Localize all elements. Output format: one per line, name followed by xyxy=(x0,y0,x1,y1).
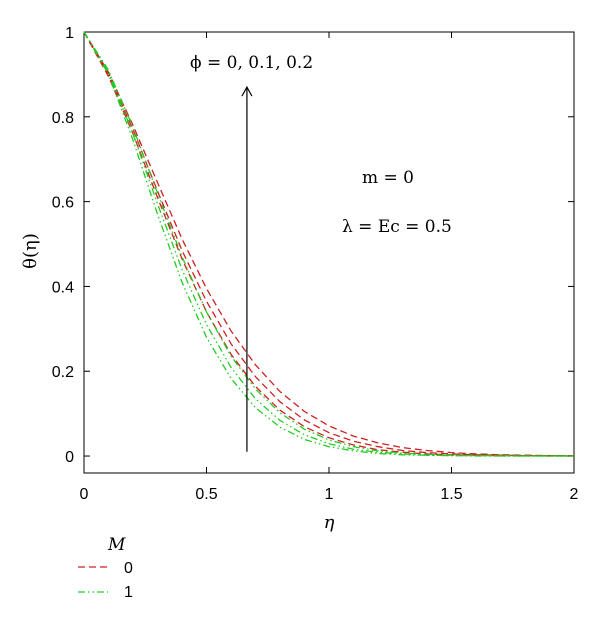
x-tick-label: 2 xyxy=(570,486,579,503)
phi-arrow xyxy=(241,85,253,452)
series-line-2 xyxy=(83,31,574,457)
x-tick-label: 1 xyxy=(325,486,334,503)
plot-frame xyxy=(83,31,575,474)
y-tick-label: 0.8 xyxy=(52,110,74,127)
y-axis-label: θ(η) xyxy=(20,233,41,269)
y-tick-label: 1 xyxy=(65,25,74,42)
legend-label-m0: 0 xyxy=(124,560,133,577)
x-tick-label: 0 xyxy=(80,486,89,503)
y-tick-label: 0.2 xyxy=(52,364,74,381)
series-line-5 xyxy=(83,31,574,457)
series-group xyxy=(83,31,575,457)
lambda-annotation: λ = Ec = 0.5 xyxy=(342,217,452,237)
legend-label-m1: 1 xyxy=(124,584,133,601)
axis-ticks: 0 0.5 1 1.5 2 0 0.2 0.4 0.6 0.8 1 xyxy=(52,25,579,503)
x-tick-label: 0.5 xyxy=(195,486,217,503)
series-line-0 xyxy=(83,31,574,457)
y-tick-label: 0.4 xyxy=(52,279,74,296)
series-line-4 xyxy=(83,31,574,457)
series-line-3 xyxy=(83,31,574,457)
x-tick-label: 1.5 xyxy=(440,486,462,503)
arrow-head xyxy=(241,85,253,97)
phi-annotation: ϕ = 0, 0.1, 0.2 xyxy=(190,53,313,73)
x-axis-label: η xyxy=(324,512,335,533)
legend: M 0 1 xyxy=(78,535,133,601)
m-annotation: m = 0 xyxy=(362,168,414,188)
legend-title: M xyxy=(107,535,126,555)
y-tick-label: 0.6 xyxy=(52,195,74,212)
series-line-1 xyxy=(83,31,575,457)
y-tick-label: 0 xyxy=(65,449,74,466)
